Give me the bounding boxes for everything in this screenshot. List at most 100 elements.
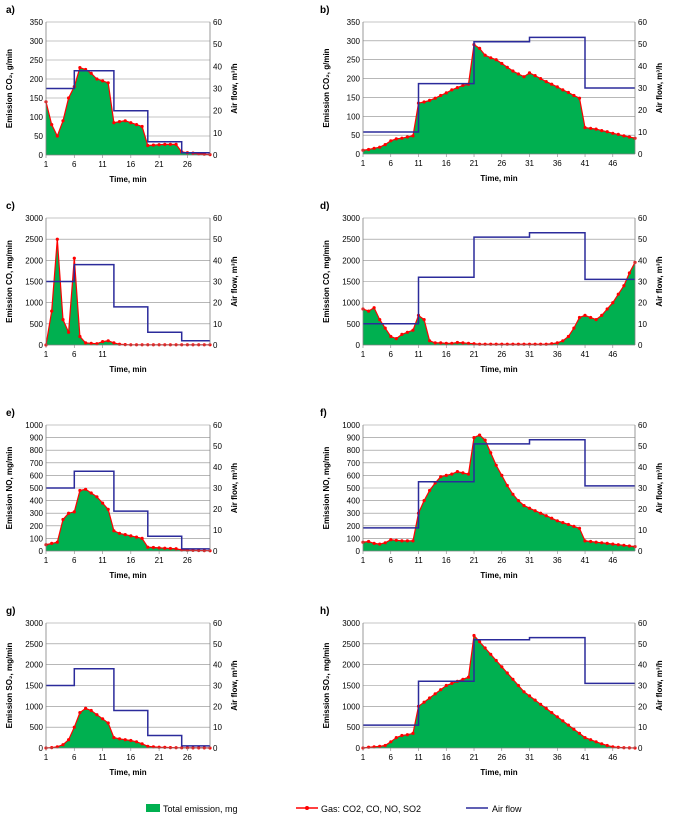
y2-axis-title: Air flow, m³/h (230, 463, 239, 513)
y2-tick-label: 30 (638, 682, 647, 691)
gas-point (112, 121, 116, 125)
y-tick-label: 500 (347, 320, 361, 329)
gas-point (422, 700, 426, 704)
y-tick-label: 2000 (25, 661, 43, 670)
x-tick-label: 11 (98, 556, 107, 565)
x-tick-label: 26 (183, 556, 192, 565)
gas-point (561, 521, 565, 525)
gas-point (67, 511, 71, 515)
gas-point (589, 539, 593, 544)
y2-tick-label: 0 (213, 151, 218, 160)
gas-point (411, 539, 415, 543)
y-axis-title: Emission CO₂, g/min (322, 48, 331, 127)
gas-point (78, 711, 82, 715)
y-tick-label: 800 (30, 446, 44, 455)
y-axis-title: Emission CO, mg/min (322, 240, 331, 323)
total-emission-area (363, 44, 635, 154)
gas-point (411, 328, 415, 332)
panel-label: a) (6, 5, 15, 16)
y-tick-label: 500 (30, 320, 44, 329)
gas-point (450, 681, 454, 686)
gas-point (461, 341, 465, 345)
y2-tick-label: 20 (638, 299, 647, 308)
gas-point (627, 271, 632, 275)
y-tick-label: 0 (39, 547, 44, 556)
gas-point (89, 491, 93, 495)
y-tick-label: 500 (347, 484, 361, 493)
y-tick-label: 3000 (25, 214, 43, 223)
gas-point (405, 330, 409, 334)
gas-point (151, 143, 155, 147)
y-tick-label: 100 (30, 534, 44, 543)
y-tick-label: 300 (30, 37, 44, 46)
total-emission-area (46, 489, 210, 551)
gas-point (544, 706, 548, 711)
y-tick-label: 250 (30, 56, 44, 65)
air-flow-line (46, 668, 210, 747)
y2-tick-label: 40 (638, 256, 647, 265)
air-flow-line (363, 232, 635, 325)
gas-point (50, 309, 54, 313)
y2-tick-label: 50 (213, 235, 222, 244)
gas-point (605, 307, 609, 311)
y-tick-label: 50 (34, 132, 43, 141)
gas-point (61, 517, 65, 522)
y2-tick-label: 0 (213, 744, 218, 753)
gas-point (450, 341, 454, 345)
gas-point (146, 744, 150, 748)
gas-point (555, 715, 559, 719)
gas-point (566, 723, 571, 727)
y2-tick-label: 50 (213, 442, 222, 451)
gas-point (106, 721, 110, 725)
gas-point (117, 120, 122, 124)
air-flow-line (46, 263, 210, 342)
y2-tick-label: 10 (638, 320, 647, 329)
y2-tick-label: 20 (213, 299, 222, 308)
y-tick-label: 900 (30, 434, 44, 443)
panel-label: c) (6, 201, 15, 212)
y-tick-label: 3000 (342, 619, 360, 628)
gas-point (372, 541, 376, 546)
gas-point (494, 463, 498, 467)
gas-point (101, 501, 105, 505)
y-tick-label: 50 (351, 131, 360, 140)
gas-point (394, 538, 398, 542)
x-tick-label: 1 (361, 350, 366, 359)
gas-point (411, 731, 415, 736)
gas-point (55, 540, 59, 544)
x-tick-label: 1 (361, 556, 366, 565)
gas-point (89, 341, 93, 345)
y2-tick-label: 20 (213, 505, 222, 514)
x-axis-title: Time, min (480, 174, 517, 183)
y2-axis-title: Air flow, m³/h (230, 256, 239, 306)
y-tick-label: 100 (347, 112, 361, 121)
gas-point (400, 136, 404, 140)
y2-tick-label: 60 (213, 18, 222, 27)
y2-tick-label: 30 (213, 85, 222, 94)
y2-axis-title: Air flow, m³/h (230, 660, 239, 710)
gas-point (157, 143, 161, 147)
gas-point (494, 658, 498, 663)
gas-point (168, 142, 172, 146)
x-axis-title: Time, min (480, 768, 517, 777)
gas-point (146, 143, 150, 148)
gas-point (455, 340, 459, 345)
gas-point (411, 134, 415, 138)
gas-point (583, 539, 587, 543)
y-tick-label: 2500 (342, 235, 360, 244)
x-tick-label: 1 (44, 350, 49, 359)
gas-point (472, 342, 476, 346)
gas-point (55, 134, 59, 138)
x-tick-label: 21 (470, 556, 479, 565)
gas-point (555, 519, 559, 523)
gas-point (439, 93, 443, 98)
gas-point (433, 341, 437, 345)
x-tick-label: 26 (497, 753, 506, 762)
gas-point (550, 342, 554, 346)
y2-tick-label: 30 (213, 484, 222, 493)
x-tick-label: 26 (497, 556, 506, 565)
x-tick-label: 11 (414, 159, 423, 168)
gas-point (422, 100, 426, 104)
y-tick-label: 100 (30, 113, 44, 122)
gas-point (527, 694, 532, 698)
